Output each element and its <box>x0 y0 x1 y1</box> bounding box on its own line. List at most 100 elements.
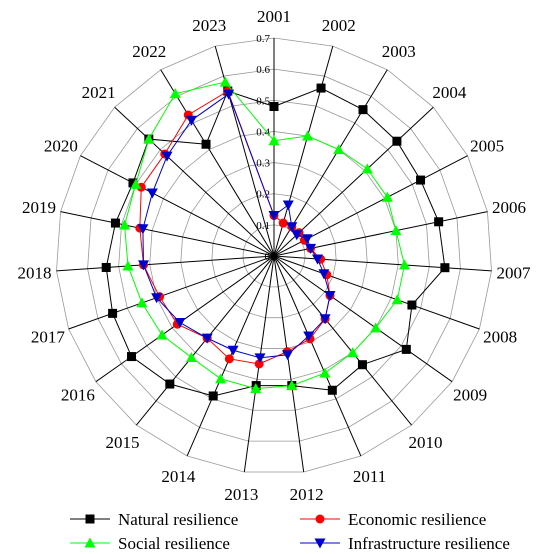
data-point <box>119 219 131 230</box>
year-label: 2013 <box>224 485 258 504</box>
grid-spoke <box>273 211 488 257</box>
data-point <box>314 538 326 549</box>
year-label: 2002 <box>322 16 356 35</box>
data-point <box>151 293 163 304</box>
series-line <box>142 93 331 359</box>
data-point <box>185 351 197 362</box>
year-label: 2019 <box>22 198 56 217</box>
year-label: 2015 <box>106 433 140 452</box>
grid-spoke <box>80 155 275 257</box>
radial-tick-label: 0.1 <box>256 220 270 232</box>
grid-spoke <box>273 255 412 426</box>
grid-spoke <box>273 255 305 473</box>
series-lines <box>101 76 450 401</box>
data-point <box>286 380 298 391</box>
year-label: 2009 <box>453 385 487 404</box>
grid-spoke <box>273 255 362 457</box>
data-point <box>269 102 279 112</box>
data-point <box>440 263 450 273</box>
year-label: 2007 <box>496 263 531 282</box>
data-point <box>327 385 337 395</box>
radial-tick-label: 0.2 <box>256 189 270 201</box>
year-label: 2012 <box>290 485 324 504</box>
grid-ring <box>211 193 337 319</box>
data-point <box>268 135 280 146</box>
data-point <box>110 218 120 228</box>
data-point <box>122 260 134 271</box>
data-point <box>108 308 118 318</box>
grid-spoke <box>68 255 275 330</box>
data-point <box>282 350 294 361</box>
year-label: 2010 <box>408 433 442 452</box>
year-label: 2018 <box>18 263 52 282</box>
data-point <box>357 360 367 370</box>
series-line <box>139 90 331 365</box>
year-label: 2003 <box>382 42 416 61</box>
legend-label: Natural resilience <box>118 510 238 529</box>
data-point <box>401 344 411 354</box>
data-point <box>347 347 359 358</box>
data-point <box>291 230 303 241</box>
data-point <box>303 331 315 342</box>
data-point <box>146 188 158 199</box>
data-point <box>84 537 96 548</box>
grid-spoke <box>56 255 275 272</box>
data-point <box>392 136 402 146</box>
year-label: 2014 <box>161 467 196 486</box>
year-label: 2008 <box>483 327 517 346</box>
year-label: 2017 <box>31 327 66 346</box>
data-point <box>128 178 138 188</box>
data-point <box>311 254 323 265</box>
data-point <box>208 391 218 401</box>
data-point <box>161 151 173 162</box>
grid-ring <box>118 99 430 411</box>
grid-ring <box>180 162 368 349</box>
data-point <box>324 291 336 302</box>
grid-spoke <box>95 255 275 383</box>
year-labels: 2001 2002 2003 2004 2005 2006 2007 2008 2009 2010… <box>18 7 531 504</box>
data-point <box>268 211 280 222</box>
legend-item: Infrastructure resilience <box>300 534 510 553</box>
grid-ring <box>87 68 461 442</box>
data-point <box>136 297 148 308</box>
data-point <box>127 352 137 362</box>
legend-item: Social resilience <box>70 534 230 553</box>
legend-label: Economic resilience <box>348 510 486 529</box>
data-point <box>370 322 382 333</box>
radial-tick-label: 0.7 <box>256 33 270 45</box>
grid-ring <box>149 131 399 380</box>
grid-ring <box>56 37 492 473</box>
legend-label: Infrastructure resilience <box>348 534 510 553</box>
data-point <box>416 175 426 185</box>
data-point <box>254 359 264 369</box>
series-triangle-up <box>119 76 410 394</box>
legend-item: Economic resilience <box>300 510 486 529</box>
data-point <box>305 243 317 254</box>
data-point <box>381 191 393 202</box>
data-point <box>143 133 155 144</box>
radial-tick-label: 0.6 <box>256 64 270 76</box>
data-point <box>358 105 368 115</box>
year-label: 2005 <box>470 137 504 156</box>
data-point <box>101 262 111 272</box>
data-point <box>398 259 410 270</box>
year-label: 2001 <box>257 7 291 26</box>
data-point <box>185 115 197 126</box>
year-label: 2020 <box>44 137 78 156</box>
year-label: 2022 <box>132 42 166 61</box>
data-point <box>391 294 403 305</box>
grid-spoke <box>273 255 453 383</box>
year-label: 2023 <box>192 16 226 35</box>
data-point <box>333 144 345 155</box>
data-point <box>201 139 211 149</box>
data-point <box>223 89 235 100</box>
data-point <box>138 260 150 271</box>
data-point <box>407 300 417 310</box>
data-point <box>319 314 331 325</box>
data-point <box>301 234 313 245</box>
series-line <box>105 87 446 397</box>
data-point <box>219 76 231 87</box>
data-point <box>227 345 239 356</box>
data-point <box>174 317 186 328</box>
data-point <box>361 163 373 174</box>
